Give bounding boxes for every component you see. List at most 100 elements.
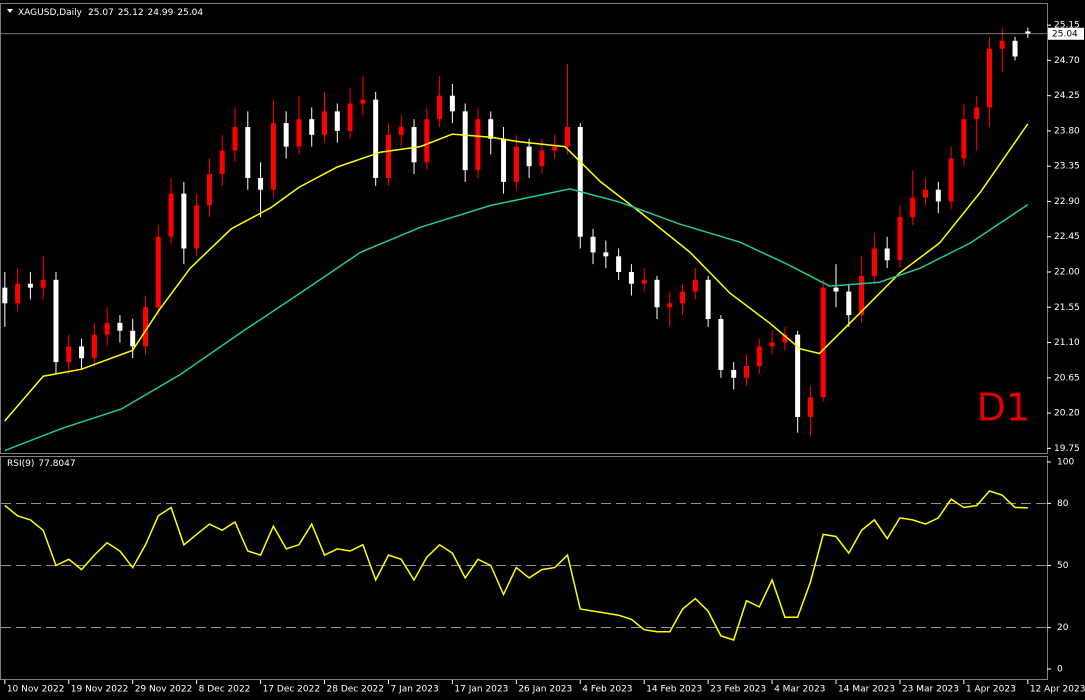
header-open: 25.07 — [88, 8, 114, 18]
y-tick-label: 22.90 — [1054, 197, 1080, 207]
y-tick-label: 20.65 — [1054, 373, 1080, 383]
candle-body — [117, 322, 123, 331]
candle-body — [986, 48, 992, 108]
header-low: 24.99 — [148, 8, 174, 18]
menu-arrow[interactable] — [7, 9, 13, 13]
candle-body — [871, 248, 877, 276]
moving-average — [4, 188, 1029, 452]
x-tick-label: 28 Dec 2022 — [327, 685, 385, 695]
candle-body — [782, 334, 788, 343]
candle-body — [756, 346, 762, 367]
candle-body — [245, 127, 251, 178]
rsi-header: RSI(9) 77.8047 — [7, 459, 76, 469]
candle-body — [820, 287, 826, 398]
candle-body — [999, 40, 1005, 49]
candle-body — [641, 279, 647, 284]
candle-body — [705, 279, 711, 320]
candle-body — [654, 279, 660, 308]
candle-body — [232, 127, 238, 151]
x-tick-label: 17 Jan 2023 — [454, 685, 508, 695]
candle-body — [2, 287, 8, 304]
timeframe-watermark: D1 — [977, 386, 1030, 430]
y-tick-label: 50 — [1057, 561, 1069, 571]
candle-body — [347, 103, 353, 131]
y-tick-label: 24.70 — [1054, 56, 1080, 66]
candle-body — [910, 197, 916, 218]
price-panel — [0, 3, 1048, 454]
rsi-panel — [0, 456, 1048, 680]
y-tick-label: 0 — [1057, 665, 1063, 675]
candle-body — [40, 279, 46, 288]
y-tick-label: 22.00 — [1054, 267, 1080, 277]
symbol: XAGUSD,Daily — [18, 8, 83, 18]
candle-body — [564, 127, 570, 147]
candle-body — [79, 346, 85, 359]
candle-body — [142, 307, 148, 347]
y-tick-label: 19.75 — [1054, 444, 1080, 454]
x-tick-label: 7 Jan 2023 — [390, 685, 438, 695]
candle-body — [539, 150, 545, 167]
candle-body — [219, 150, 225, 175]
candle-body — [91, 334, 97, 359]
x-tick-label: 14 Mar 2023 — [838, 685, 895, 695]
x-tick-label: 26 Jan 2023 — [518, 685, 572, 695]
candle-body — [424, 119, 430, 163]
candle-body — [526, 146, 532, 167]
candle-body — [437, 95, 443, 120]
candle-body — [923, 189, 929, 198]
candle-body — [373, 99, 379, 178]
x-tick-label: 14 Feb 2023 — [646, 685, 702, 695]
x-tick-label: 4 Mar 2023 — [774, 685, 825, 695]
candle-body — [270, 123, 276, 190]
y-tick-label: 24.25 — [1054, 91, 1080, 101]
moving-average — [4, 123, 1029, 422]
chart-header: XAGUSD,Daily 25.07 25.12 24.99 25.04 — [18, 8, 203, 18]
candle-body — [449, 95, 455, 112]
candle-body — [181, 193, 187, 249]
candle-body — [475, 119, 481, 171]
candle-body — [130, 330, 136, 347]
x-tick-label: 8 Dec 2022 — [199, 685, 251, 695]
x-tick-label: 19 Nov 2022 — [71, 685, 129, 695]
candle-body — [206, 174, 212, 206]
candle-body — [462, 111, 468, 171]
candle-body — [15, 283, 21, 304]
candle-body — [718, 319, 724, 370]
candle-body — [155, 236, 161, 308]
y-tick-label: 22.45 — [1054, 232, 1080, 242]
current-price-label: 25.04 — [1052, 29, 1078, 39]
candle-body — [935, 189, 941, 202]
candle-body — [168, 193, 174, 237]
y-tick-label: 80 — [1057, 499, 1069, 509]
candle-body — [398, 127, 404, 135]
candle-body — [590, 236, 596, 253]
candle-body — [897, 217, 903, 261]
y-tick-label: 23.35 — [1054, 162, 1080, 172]
candle-body — [27, 283, 33, 288]
candle-body — [411, 127, 417, 163]
candle-body — [104, 322, 110, 335]
candle-body — [884, 248, 890, 261]
candle-body — [743, 366, 749, 378]
x-tick-label: 4 Feb 2023 — [582, 685, 632, 695]
candle-body — [385, 134, 391, 178]
x-tick-label: 12 Apr 2023 — [1030, 685, 1085, 695]
candle-body — [296, 119, 302, 147]
candle-body — [513, 146, 519, 182]
header-close: 25.04 — [177, 8, 203, 18]
candle-body — [603, 252, 609, 257]
candle-body — [552, 146, 558, 151]
rsi-line — [4, 490, 1028, 641]
candle-body — [1012, 40, 1018, 57]
candle-body — [283, 123, 289, 147]
x-tick-label: 1 Apr 2023 — [966, 685, 1016, 695]
y-tick-label: 20 — [1057, 623, 1069, 633]
candle-body — [948, 158, 954, 202]
candle-body — [667, 303, 673, 308]
candle-body — [961, 119, 967, 159]
candle-body — [53, 279, 59, 363]
x-tick-label: 29 Nov 2022 — [135, 685, 193, 695]
x-tick-label: 23 Feb 2023 — [710, 685, 766, 695]
